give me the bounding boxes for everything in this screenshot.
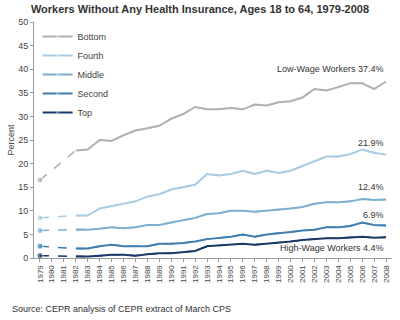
svg-text:2008: 2008	[382, 265, 391, 283]
svg-text:1998: 1998	[262, 265, 271, 283]
svg-text:Second: Second	[78, 89, 109, 99]
svg-text:Low-Wage Workers 37.4%: Low-Wage Workers 37.4%	[277, 64, 384, 74]
svg-text:20: 20	[18, 159, 28, 169]
svg-text:1984: 1984	[95, 265, 104, 283]
svg-text:0: 0	[23, 253, 28, 263]
svg-text:1993: 1993	[203, 265, 212, 283]
svg-text:High-Wage Workers 4.4%: High-Wage Workers 4.4%	[280, 243, 384, 253]
svg-text:1983: 1983	[83, 265, 92, 283]
svg-text:40: 40	[18, 64, 28, 74]
svg-text:1981: 1981	[59, 265, 68, 283]
svg-text:50: 50	[18, 17, 28, 27]
svg-text:1982: 1982	[71, 265, 80, 283]
svg-text:1988: 1988	[143, 265, 152, 283]
svg-text:Bottom: Bottom	[78, 32, 107, 42]
svg-text:1979: 1979	[36, 265, 45, 283]
svg-text:Source: CEPR analysis of CEPR: Source: CEPR analysis of CEPR extract of…	[12, 304, 231, 314]
svg-text:1980: 1980	[48, 265, 57, 283]
svg-text:2000: 2000	[286, 265, 295, 283]
svg-text:10: 10	[18, 206, 28, 216]
svg-text:1992: 1992	[191, 265, 200, 283]
svg-text:1991: 1991	[179, 265, 188, 283]
svg-text:Workers Without Any Health Ins: Workers Without Any Health Insurance, Ag…	[31, 3, 369, 15]
svg-text:35: 35	[18, 88, 28, 98]
svg-text:15: 15	[18, 182, 28, 192]
svg-text:1999: 1999	[274, 265, 283, 283]
svg-text:25: 25	[18, 135, 28, 145]
svg-text:6.9%: 6.9%	[363, 210, 384, 220]
svg-text:2005: 2005	[346, 265, 355, 283]
svg-text:1994: 1994	[215, 265, 224, 283]
svg-text:1987: 1987	[131, 265, 140, 283]
svg-text:1985: 1985	[107, 265, 116, 283]
svg-text:2007: 2007	[370, 265, 379, 283]
svg-text:2001: 2001	[298, 265, 307, 283]
svg-text:Fourth: Fourth	[78, 51, 104, 61]
svg-text:Middle: Middle	[78, 70, 105, 80]
svg-text:30: 30	[18, 112, 28, 122]
svg-text:2002: 2002	[310, 265, 319, 283]
svg-text:45: 45	[18, 41, 28, 51]
svg-text:21.9%: 21.9%	[358, 138, 384, 148]
svg-text:5: 5	[23, 230, 28, 240]
svg-text:1995: 1995	[227, 265, 236, 283]
svg-text:1986: 1986	[119, 265, 128, 283]
svg-text:2003: 2003	[322, 265, 331, 283]
svg-text:2006: 2006	[358, 265, 367, 283]
svg-text:Top: Top	[78, 108, 93, 118]
svg-text:Percent: Percent	[6, 124, 16, 156]
svg-text:1997: 1997	[250, 265, 259, 283]
svg-text:1989: 1989	[155, 265, 164, 283]
svg-text:1996: 1996	[238, 265, 247, 283]
svg-text:2004: 2004	[334, 265, 343, 283]
svg-text:12.4%: 12.4%	[358, 182, 384, 192]
svg-text:1990: 1990	[167, 265, 176, 283]
